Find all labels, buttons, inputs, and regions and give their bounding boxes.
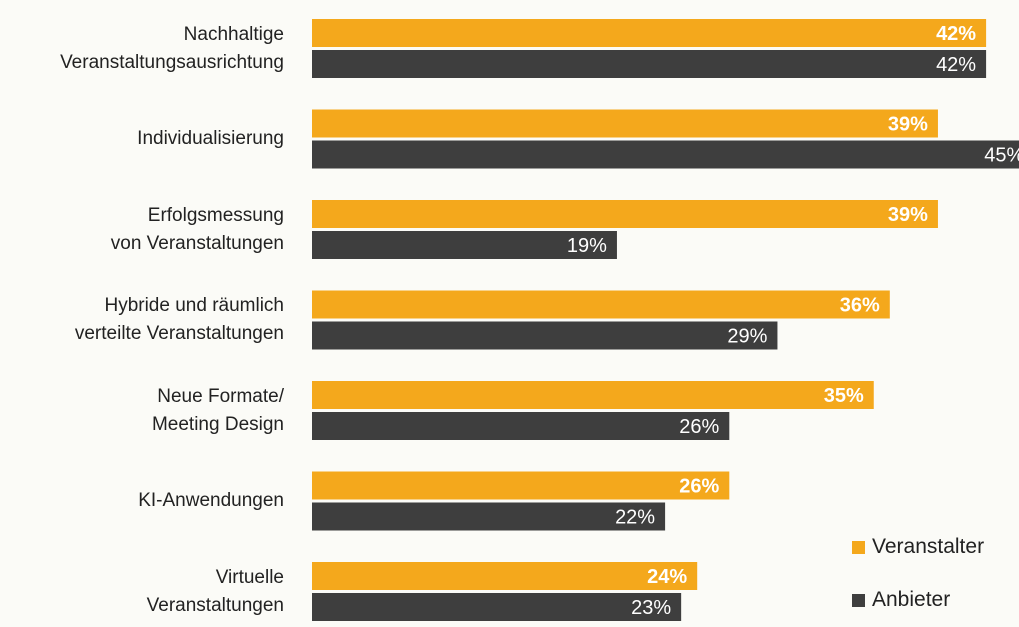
category-label: Individualisierung: [137, 128, 284, 149]
data-label-anbieter: 19%: [567, 235, 607, 257]
bar-anbieter: [312, 593, 682, 621]
data-label-anbieter: 42%: [936, 54, 976, 76]
data-label-veranstalter: 39%: [888, 114, 928, 136]
bar-veranstalter: [312, 381, 874, 409]
category-label: Nachhaltige Veranstaltungsausrichtung: [60, 23, 284, 73]
legend-item-veranstalter: Veranstalter: [852, 535, 984, 559]
category-label: Hybride und räumlich verteilte Veranstal…: [74, 295, 284, 344]
data-label-veranstalter: 26%: [679, 476, 719, 498]
legend-label-anbieter: Anbieter: [872, 588, 951, 611]
category-label: Neue Formate/ Meeting Design: [151, 385, 284, 435]
legend-swatch-anbieter: [852, 593, 865, 607]
bar-anbieter: [312, 231, 617, 259]
data-label-veranstalter: 39%: [888, 204, 928, 226]
bar-anbieter: [312, 412, 730, 440]
category-label: Erfolgsmessung von Veranstaltungen: [110, 204, 284, 254]
legend-item-anbieter: Anbieter: [852, 588, 950, 612]
category-label: KI-Anwendungen: [138, 490, 284, 511]
bar-anbieter: [312, 502, 666, 531]
bar-veranstalter: [312, 562, 698, 590]
legend-swatch-veranstalter: [852, 540, 865, 554]
data-label-anbieter: 23%: [631, 597, 671, 619]
data-label-veranstalter: 24%: [647, 566, 687, 588]
data-label-anbieter: 45%: [984, 145, 1019, 167]
bar-veranstalter: [312, 109, 938, 138]
data-label-veranstalter: 35%: [824, 385, 864, 407]
data-label-anbieter: 26%: [679, 416, 719, 438]
bar-anbieter: [312, 140, 1019, 169]
data-label-veranstalter: 36%: [840, 295, 880, 317]
bar-anbieter: [312, 50, 987, 78]
bar-veranstalter: [312, 19, 987, 47]
bar-veranstalter: [312, 200, 938, 228]
data-label-veranstalter: 42%: [936, 23, 976, 45]
category-label: Virtuelle Veranstaltungen: [146, 566, 284, 616]
legend-label-veranstalter: Veranstalter: [872, 535, 985, 558]
data-label-anbieter: 29%: [727, 326, 767, 348]
bar-anbieter: [312, 321, 778, 350]
data-label-anbieter: 22%: [615, 507, 655, 529]
bar-veranstalter: [312, 471, 730, 500]
bar-veranstalter: [312, 290, 890, 319]
